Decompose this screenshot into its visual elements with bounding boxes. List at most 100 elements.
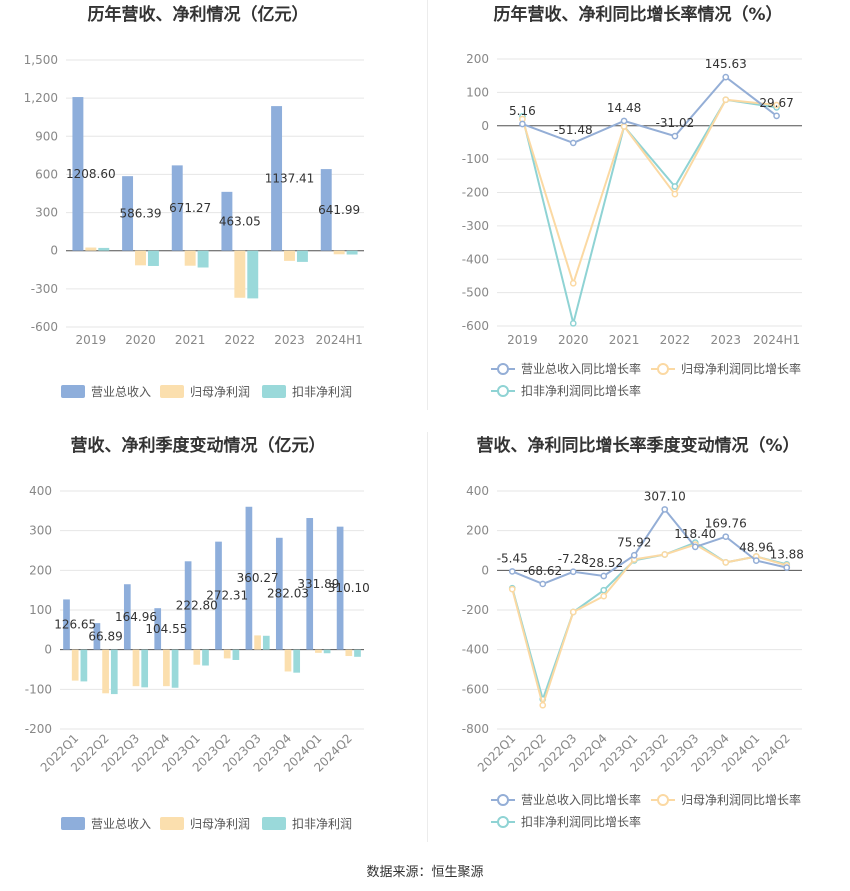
bar-营业总收入-2022Q4[interactable] (154, 608, 162, 650)
chart-annual_growth: 历年营收、净利同比增长率情况（%） -600 -500 -400 -300 -200 -10… (462, 4, 802, 398)
data-label: 126.65 (54, 618, 96, 632)
y-tick-label: -200 (462, 186, 489, 200)
bar-归母净利润-2023Q3[interactable] (254, 635, 261, 650)
point-营业总收入同比增长率-2022Q2[interactable] (539, 580, 547, 588)
data-label: 145.63 (705, 57, 747, 71)
point-营业总收入同比增长率-2023[interactable] (722, 73, 730, 81)
point-归母净利润同比增长率-2024H1[interactable] (773, 101, 780, 109)
bar-扣非净利润-2020[interactable] (147, 250, 159, 266)
point-归母净利润同比增长率-2022[interactable] (671, 190, 679, 198)
bar-营业总收入-2023[interactable] (271, 106, 283, 251)
y-tick-label: -400 (462, 643, 489, 657)
bar-扣非净利润-2022[interactable] (247, 250, 259, 299)
bar-归母净利润-2024Q2[interactable] (345, 649, 353, 657)
point-归母净利润同比增长率-2023[interactable] (722, 96, 730, 104)
vertical-divider-top (427, 0, 428, 410)
bar-营业总收入-2024Q1[interactable] (306, 518, 314, 650)
bar-扣非净利润-2021[interactable] (197, 250, 209, 268)
y-tick-label: -400 (462, 252, 489, 266)
point-营业总收入同比增长率-2021[interactable] (620, 117, 628, 125)
bar-扣非净利润-2023Q2[interactable] (232, 649, 240, 660)
point-归母净利润同比增长率-2022Q1[interactable] (508, 585, 516, 593)
point-扣非净利润同比增长率-2022Q4[interactable] (600, 586, 608, 594)
point-扣非净利润同比增长率-2020[interactable] (569, 319, 577, 327)
bar-归母净利润-2022Q4[interactable] (163, 649, 170, 687)
line-归母净利润同比增长率 (511, 543, 788, 709)
point-营业总收入同比增长率-2024Q2[interactable] (783, 564, 791, 571)
point-归母净利润同比增长率-2023Q2[interactable] (661, 551, 669, 558)
bar-归母净利润-2024H1[interactable] (333, 250, 345, 255)
point-营业总收入同比增长率-2024Q1[interactable] (752, 557, 760, 564)
bar-扣非净利润-2023Q1[interactable] (202, 649, 209, 666)
bar-营业总收入-2024H1[interactable] (320, 169, 332, 251)
x-tick-label: 2022 (660, 333, 691, 347)
point-扣非净利润同比增长率-2022[interactable] (671, 183, 679, 190)
data-label: 641.99 (318, 203, 360, 217)
bar-营业总收入-2019[interactable] (72, 97, 84, 251)
point-归母净利润同比增长率-2020[interactable] (569, 279, 577, 287)
bar-营业总收入-2022Q2[interactable] (93, 623, 101, 650)
bar-归母净利润-2023[interactable] (284, 250, 295, 261)
y-tick-label: 200 (29, 563, 52, 577)
legend-swatch (61, 385, 85, 398)
point-归母净利润同比增长率-2021[interactable] (620, 123, 628, 130)
data-label: 48.96 (739, 541, 773, 555)
bar-扣非净利润-2022Q2[interactable] (110, 649, 118, 695)
bar-扣非净利润-2023[interactable] (296, 250, 308, 262)
bar-归母净利润-2022Q2[interactable] (102, 649, 109, 694)
point-营业总收入同比增长率-2022Q3[interactable] (569, 568, 577, 576)
point-营业总收入同比增长率-2024H1[interactable] (773, 112, 780, 120)
bar-扣非净利润-2019[interactable] (98, 247, 110, 251)
point-营业总收入同比增长率-2020[interactable] (569, 139, 577, 147)
bar-扣非净利润-2023Q3[interactable] (262, 635, 270, 650)
bar-营业总收入-2022[interactable] (221, 191, 233, 251)
bar-扣非净利润-2022Q1[interactable] (80, 649, 88, 682)
data-label: 282.03 (267, 587, 309, 601)
point-营业总收入同比增长率-2022[interactable] (671, 132, 679, 140)
vertical-divider-bottom (427, 432, 428, 842)
bar-营业总收入-2023Q4[interactable] (275, 537, 283, 650)
bar-营业总收入-2023Q1[interactable] (184, 561, 192, 650)
bar-扣非净利润-2023Q4[interactable] (293, 649, 301, 673)
bar-营业总收入-2023Q3[interactable] (245, 506, 253, 650)
point-归母净利润同比增长率-2022Q2[interactable] (539, 701, 547, 709)
bar-归母净利润-2021[interactable] (184, 250, 196, 266)
data-label: 13.88 (770, 548, 804, 562)
bar-归母净利润-2023Q4[interactable] (284, 649, 292, 672)
bar-归母净利润-2022[interactable] (234, 250, 246, 298)
point-营业总收入同比增长率-2022Q1[interactable] (508, 568, 516, 575)
bar-归母净利润-2022Q1[interactable] (71, 649, 79, 681)
data-label: 66.89 (88, 629, 122, 643)
bar-营业总收入-2024Q2[interactable] (336, 526, 344, 650)
bar-归母净利润-2022Q3[interactable] (132, 649, 140, 687)
point-营业总收入同比增长率-2023Q2[interactable] (661, 506, 669, 513)
point-归母净利润同比增长率-2022Q3[interactable] (569, 608, 577, 616)
data-label: 310.10 (328, 581, 370, 595)
bar-扣非净利润-2022Q4[interactable] (171, 649, 179, 688)
y-tick-label: -100 (462, 152, 489, 166)
bar-营业总收入-2021[interactable] (171, 165, 183, 251)
bar-营业总收入-2022Q3[interactable] (123, 584, 131, 650)
bar-归母净利润-2019[interactable] (85, 247, 97, 251)
point-归母净利润同比增长率-2022Q4[interactable] (600, 592, 608, 600)
point-营业总收入同比增长率-2019[interactable] (519, 120, 526, 128)
point-营业总收入同比增长率-2022Q4[interactable] (600, 572, 608, 580)
bar-归母净利润-2024Q1[interactable] (315, 649, 322, 653)
bar-扣非净利润-2024Q2[interactable] (354, 649, 361, 657)
point-营业总收入同比增长率-2023Q1[interactable] (630, 551, 638, 559)
point-营业总收入同比增长率-2023Q4[interactable] (722, 533, 730, 541)
bar-扣非净利润-2024H1[interactable] (346, 250, 358, 255)
point-归母净利润同比增长率-2023Q4[interactable] (722, 559, 730, 566)
bar-扣非净利润-2024Q1[interactable] (323, 649, 331, 654)
bar-归母净利润-2020[interactable] (135, 250, 146, 266)
point-营业总收入同比增长率-2023Q3[interactable] (691, 543, 699, 551)
bar-营业总收入-2023Q2[interactable] (215, 541, 222, 650)
data-label: -7.28 (558, 552, 589, 566)
bar-归母净利润-2023Q2[interactable] (223, 649, 231, 659)
bar-营业总收入-2020[interactable] (122, 176, 134, 251)
bar-归母净利润-2023Q1[interactable] (193, 649, 201, 665)
y-tick-label: 200 (466, 524, 489, 538)
bar-扣非净利润-2022Q3[interactable] (141, 649, 149, 688)
bar-营业总收入-2022Q1[interactable] (63, 599, 70, 650)
source-note: 数据来源：恒生聚源 (366, 865, 483, 880)
